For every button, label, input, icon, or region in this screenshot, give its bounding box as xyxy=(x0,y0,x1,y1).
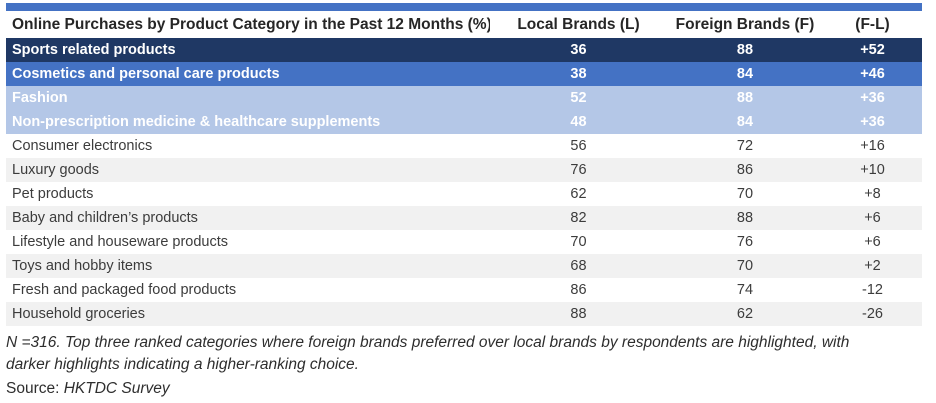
table-row: Cosmetics and personal care products 38 84… xyxy=(6,62,922,86)
cell-difference: +6 xyxy=(864,210,881,226)
cell-local-brands: 76 xyxy=(570,162,587,178)
row-category: Sports related products xyxy=(12,42,176,58)
row-category: Pet products xyxy=(12,186,94,202)
cell-difference: +2 xyxy=(864,258,881,274)
cell-difference: +6 xyxy=(864,234,881,250)
cell-difference: +36 xyxy=(860,114,885,130)
cell-foreign-brands: 84 xyxy=(736,114,754,130)
cell-local-brands: 82 xyxy=(570,210,587,226)
cell-local-brands: 52 xyxy=(570,90,587,106)
cell-difference: +16 xyxy=(860,138,885,154)
row-category: Luxury goods xyxy=(12,162,100,178)
table-row: Non-prescription medicine & healthcare s… xyxy=(6,110,922,134)
cell-foreign-brands: 76 xyxy=(736,234,754,250)
source-label: Source: xyxy=(6,380,60,397)
cell-difference: -26 xyxy=(862,306,883,322)
row-category: Fashion xyxy=(12,90,68,106)
cell-difference: +10 xyxy=(860,162,885,178)
cell-local-brands: 36 xyxy=(570,42,587,58)
table-row: Pet products 62 70 +8 xyxy=(6,182,922,206)
cell-difference: +8 xyxy=(864,186,881,202)
cell-foreign-brands: 88 xyxy=(736,210,754,226)
cell-foreign-brands: 86 xyxy=(736,162,754,178)
table-row: Household groceries 88 62 -26 xyxy=(6,302,922,326)
table-row: Lifestyle and houseware products 70 76 +6 xyxy=(6,230,922,254)
row-category: Cosmetics and personal care products xyxy=(12,66,280,82)
cell-foreign-brands: 62 xyxy=(736,306,754,322)
table-row: Consumer electronics 56 72 +16 xyxy=(6,134,922,158)
column-header-local-brands: Local Brands (L) xyxy=(517,15,640,33)
cell-foreign-brands: 88 xyxy=(736,90,754,106)
cell-local-brands: 86 xyxy=(570,282,587,298)
table-row: Fashion 52 88 +36 xyxy=(6,86,922,110)
table-row: Luxury goods 76 86 +10 xyxy=(6,158,922,182)
table-header-row: Online Purchases by Product Category in … xyxy=(6,11,922,38)
cell-local-brands: 88 xyxy=(570,306,587,322)
cell-local-brands: 70 xyxy=(570,234,587,250)
source-value: HKTDC Survey xyxy=(63,380,170,397)
table-row: Toys and hobby items 68 70 +2 xyxy=(6,254,922,278)
cell-foreign-brands: 74 xyxy=(736,282,754,298)
table-row: Fresh and packaged food products 86 74 -12 xyxy=(6,278,922,302)
row-category: Consumer electronics xyxy=(12,138,153,154)
row-category: Fresh and packaged food products xyxy=(12,282,237,298)
cell-difference: +46 xyxy=(860,66,885,82)
cell-foreign-brands: 84 xyxy=(736,66,754,82)
column-header-foreign-brands: Foreign Brands (F) xyxy=(675,15,815,33)
cell-difference: -12 xyxy=(862,282,883,298)
cell-foreign-brands: 72 xyxy=(736,138,754,154)
row-category: Baby and children’s products xyxy=(12,210,198,226)
row-category: Toys and hobby items xyxy=(12,258,153,274)
table-top-border xyxy=(6,3,922,11)
cell-local-brands: 68 xyxy=(570,258,587,274)
column-header-difference: (F-L) xyxy=(855,15,890,33)
source-line: Source: HKTDC Survey xyxy=(6,378,936,400)
cell-local-brands: 38 xyxy=(570,66,587,82)
table-row: Baby and children’s products 82 88 +6 xyxy=(6,206,922,230)
cell-local-brands: 56 xyxy=(570,138,587,154)
footnote: N =316. Top three ranked categories wher… xyxy=(6,334,850,373)
cell-foreign-brands: 70 xyxy=(736,186,754,202)
cell-foreign-brands: 70 xyxy=(736,258,754,274)
table-body: Sports related products 36 88 +52 Cosmetics … xyxy=(6,38,936,326)
cell-difference: +52 xyxy=(860,42,885,58)
table-row: Sports related products 36 88 +52 xyxy=(6,38,922,62)
row-category: Household groceries xyxy=(12,306,145,322)
cell-difference: +36 xyxy=(860,90,885,106)
cell-local-brands: 62 xyxy=(570,186,587,202)
row-category: Lifestyle and houseware products xyxy=(12,234,229,250)
table-title: Online Purchases by Product Category in … xyxy=(12,15,490,33)
cell-foreign-brands: 88 xyxy=(736,42,754,58)
cell-local-brands: 48 xyxy=(570,114,587,130)
row-category: Non-prescription medicine & healthcare s… xyxy=(12,114,381,130)
